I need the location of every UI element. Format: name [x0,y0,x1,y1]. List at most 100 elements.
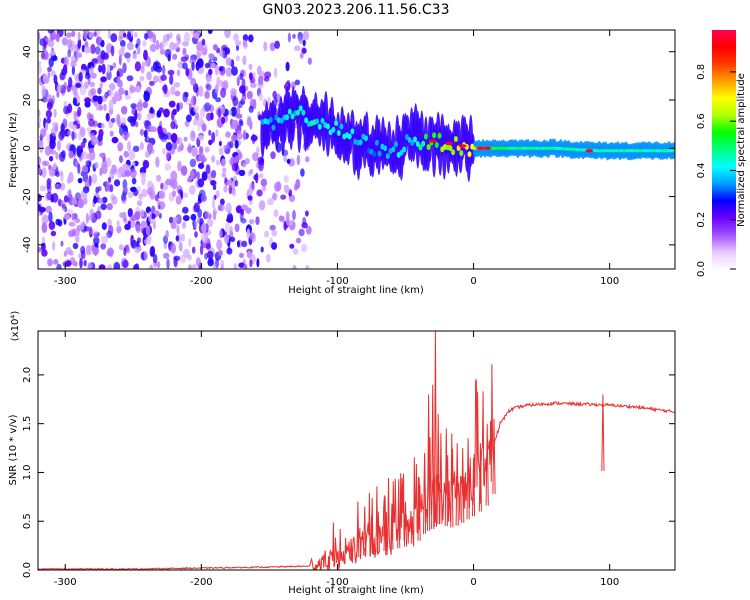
heatmap-cell [186,114,192,123]
heatmap-cell [195,257,201,267]
heatmap-cell [374,139,379,146]
heatmap-cell [170,170,178,182]
heatmap-cell [258,173,264,179]
heatmap-cell [51,70,56,77]
heatmap-cell [118,35,123,42]
heatmap-cell [170,133,178,143]
heatmap-cell [289,243,295,249]
heatmap-cell [190,77,197,86]
heatmap-cell [671,149,675,153]
snr-x-label: Height of straight line (km) [288,585,424,596]
heatmap-cell [148,186,152,192]
heatmap-cell [253,99,257,110]
heatmap-cell [45,37,52,43]
heatmap-cell [139,209,145,218]
heatmap-cell [166,258,170,269]
heatmap-cell [233,124,238,130]
heatmap-cell [142,40,147,47]
heatmap-cell [131,177,137,185]
heatmap-cell [198,135,204,141]
heatmap-cell [258,160,264,172]
snr-peak-spike [363,506,367,556]
heatmap-cell [49,50,56,56]
heatmap-cell [296,154,301,166]
heatmap-cell [290,81,296,89]
heatmap-cell [67,49,71,58]
heatmap-cell [208,129,212,136]
heatmap-cell [157,125,163,135]
heatmap-cell [72,228,77,237]
heatmap-cell [103,160,108,168]
spectrogram-y-ticks: -40 -20 0 20 40 [22,45,675,253]
heatmap-cell [63,213,71,220]
heatmap-cell [38,31,41,41]
heatmap-cell [182,192,189,198]
heatmap-cell [609,149,613,153]
heatmap-cell [243,263,248,269]
heatmap-cell [118,54,122,66]
heatmap-cell [258,92,264,102]
heatmap-cell [100,50,106,60]
heatmap-cell [451,149,456,156]
heatmap-cell [232,96,239,107]
heatmap-cell [238,169,246,177]
heatmap-cell [79,258,83,269]
heatmap-cell [88,160,92,168]
heatmap-cell [246,188,253,196]
heatmap-cell [285,114,290,121]
heatmap-cell [250,82,257,88]
colorbar-ticks: 0.0 0.2 0.4 0.6 0.8 [696,64,736,277]
heatmap-cell [128,149,136,161]
heatmap-cell [237,240,240,248]
heatmap-cell [191,246,196,254]
heatmap-cell [169,74,174,86]
heatmap-cell [230,106,237,117]
heatmap-cell [57,140,61,151]
heatmap-cell [142,159,150,169]
heatmap-cell [101,235,108,244]
heatmap-cell [156,261,161,269]
heatmap-cell [208,139,213,146]
heatmap-cell [111,196,118,205]
heatmap-cell [54,183,61,190]
heatmap-cell [46,177,52,185]
heatmap-cell [246,90,253,100]
heatmap-cell [47,98,54,108]
heatmap-cell [182,47,187,56]
heatmap-cell [204,102,211,112]
heatmap-cell [175,195,182,205]
snr-peak-spike [466,438,470,520]
heatmap-cell [118,87,125,96]
heatmap-cell [271,194,276,200]
heatmap-cell [156,199,161,205]
heatmap-cell [168,100,176,108]
heatmap-cell [271,229,278,237]
heatmap-cell [622,149,627,153]
heatmap-cell [264,71,272,79]
heatmap-cell [208,68,213,76]
heatmap-cell [350,128,355,135]
heatmap-cell [246,120,253,127]
heatmap-cell [182,206,189,214]
heatmap-cell [89,81,95,88]
heatmap-cell [76,145,84,156]
heatmap-cell [251,232,256,243]
heatmap-cell [238,133,243,140]
heatmap-cell [302,39,306,47]
heatmap-cell [153,75,159,83]
heatmap-cell [244,158,250,165]
heatmap-cell [127,220,131,227]
heatmap-cell [149,106,154,114]
heatmap-cell [169,41,176,51]
heatmap-cell [77,106,82,117]
heatmap-cell [41,160,48,166]
heatmap-cell [116,95,121,101]
colorbar-label: Normalized spectral amplitude [736,73,747,227]
heatmap-cell [500,146,505,150]
heatmap-cell [116,76,121,87]
heatmap-cell [109,130,114,137]
heatmap-cell [249,219,255,225]
heatmap-cell [391,146,396,153]
heatmap-cell [215,97,222,103]
snr-peak-spike [450,433,454,528]
